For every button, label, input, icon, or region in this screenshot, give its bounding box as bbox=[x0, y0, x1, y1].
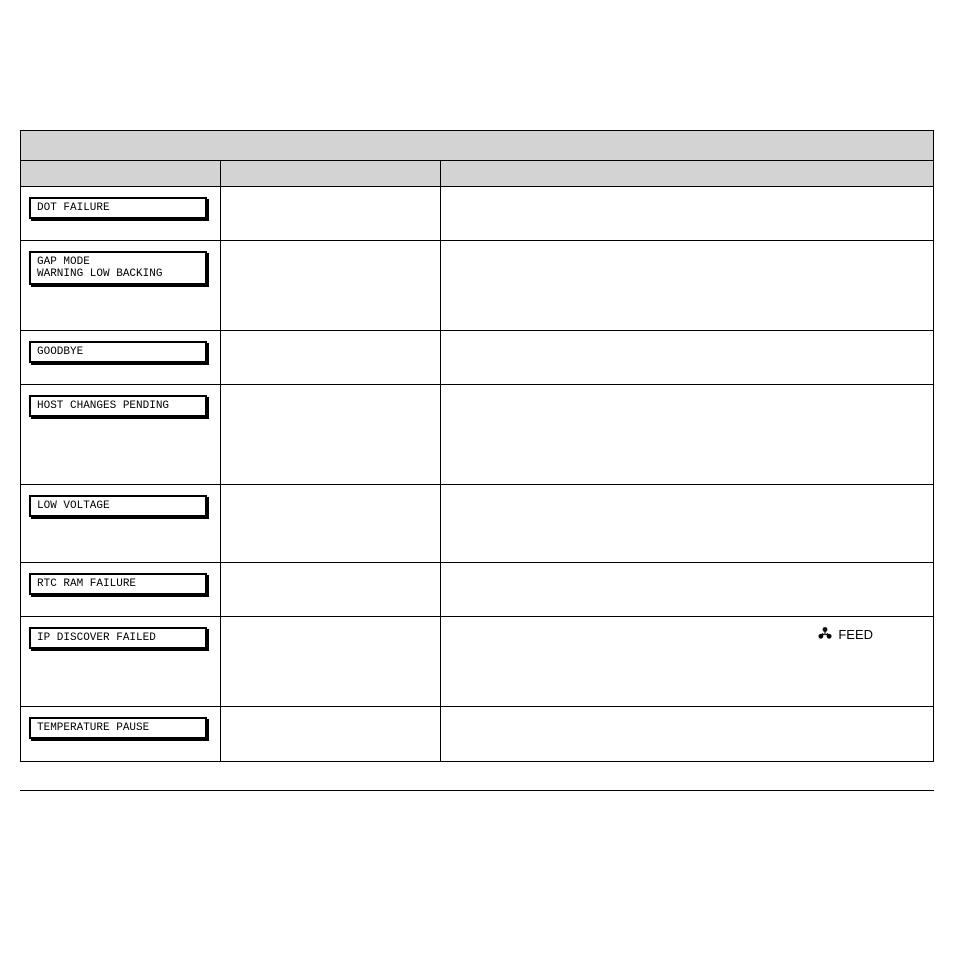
description-cell bbox=[221, 485, 441, 562]
description-cell bbox=[221, 385, 441, 484]
lcd-message-box: HOST CHANGES PENDING bbox=[29, 395, 207, 417]
table-row: LOW VOLTAGE bbox=[21, 485, 933, 563]
lcd-message-box: TEMPERATURE PAUSE bbox=[29, 717, 207, 739]
lcd-line: HOST CHANGES PENDING bbox=[37, 400, 199, 412]
warning-table: DOT FAILURE GAP MODEWARNING LOW BACKING GO… bbox=[20, 130, 934, 762]
description-cell bbox=[221, 617, 441, 706]
table-row: DOT FAILURE bbox=[21, 187, 933, 241]
page-container: DOT FAILURE GAP MODEWARNING LOW BACKING GO… bbox=[20, 130, 934, 791]
action-cell bbox=[441, 385, 933, 484]
display-cell: GAP MODEWARNING LOW BACKING bbox=[21, 241, 221, 330]
feed-icon bbox=[816, 625, 834, 643]
feed-label: FEED bbox=[838, 627, 873, 642]
description-cell bbox=[221, 241, 441, 330]
display-cell: GOODBYE bbox=[21, 331, 221, 384]
lcd-line: IP DISCOVER FAILED bbox=[37, 632, 199, 644]
col-header-action bbox=[441, 161, 933, 186]
table-row: TEMPERATURE PAUSE bbox=[21, 707, 933, 761]
action-cell bbox=[441, 331, 933, 384]
action-cell bbox=[441, 707, 933, 761]
lcd-line: RTC RAM FAILURE bbox=[37, 578, 199, 590]
lcd-message-box: DOT FAILURE bbox=[29, 197, 207, 219]
description-cell bbox=[221, 707, 441, 761]
feed-indicator: FEED bbox=[816, 625, 873, 643]
lcd-message-box: GOODBYE bbox=[29, 341, 207, 363]
lcd-line: LOW VOLTAGE bbox=[37, 500, 199, 512]
table-row: HOST CHANGES PENDING bbox=[21, 385, 933, 485]
display-cell: HOST CHANGES PENDING bbox=[21, 385, 221, 484]
action-cell bbox=[441, 241, 933, 330]
table-row: IP DISCOVER FAILED FEED bbox=[21, 617, 933, 707]
lcd-line: WARNING LOW BACKING bbox=[37, 268, 199, 280]
action-cell bbox=[441, 485, 933, 562]
display-cell: IP DISCOVER FAILED bbox=[21, 617, 221, 706]
lcd-message-box: GAP MODEWARNING LOW BACKING bbox=[29, 251, 207, 285]
lcd-message-box: RTC RAM FAILURE bbox=[29, 573, 207, 595]
display-cell: DOT FAILURE bbox=[21, 187, 221, 240]
table-subheader-row bbox=[21, 161, 933, 187]
lcd-line: DOT FAILURE bbox=[37, 202, 199, 214]
display-cell: RTC RAM FAILURE bbox=[21, 563, 221, 616]
table-row: RTC RAM FAILURE bbox=[21, 563, 933, 617]
action-cell: FEED bbox=[441, 617, 933, 706]
lcd-line: GAP MODE bbox=[37, 256, 199, 268]
lcd-line: GOODBYE bbox=[37, 346, 199, 358]
col-header-description bbox=[221, 161, 441, 186]
lcd-message-box: IP DISCOVER FAILED bbox=[29, 627, 207, 649]
display-cell: LOW VOLTAGE bbox=[21, 485, 221, 562]
table-row: GAP MODEWARNING LOW BACKING bbox=[21, 241, 933, 331]
footer-rule bbox=[20, 790, 934, 791]
lcd-message-box: LOW VOLTAGE bbox=[29, 495, 207, 517]
action-cell bbox=[441, 563, 933, 616]
action-cell bbox=[441, 187, 933, 240]
col-header-display bbox=[21, 161, 221, 186]
display-cell: TEMPERATURE PAUSE bbox=[21, 707, 221, 761]
table-header-bar bbox=[21, 131, 933, 161]
lcd-line: TEMPERATURE PAUSE bbox=[37, 722, 199, 734]
description-cell bbox=[221, 331, 441, 384]
table-row: GOODBYE bbox=[21, 331, 933, 385]
description-cell bbox=[221, 563, 441, 616]
description-cell bbox=[221, 187, 441, 240]
